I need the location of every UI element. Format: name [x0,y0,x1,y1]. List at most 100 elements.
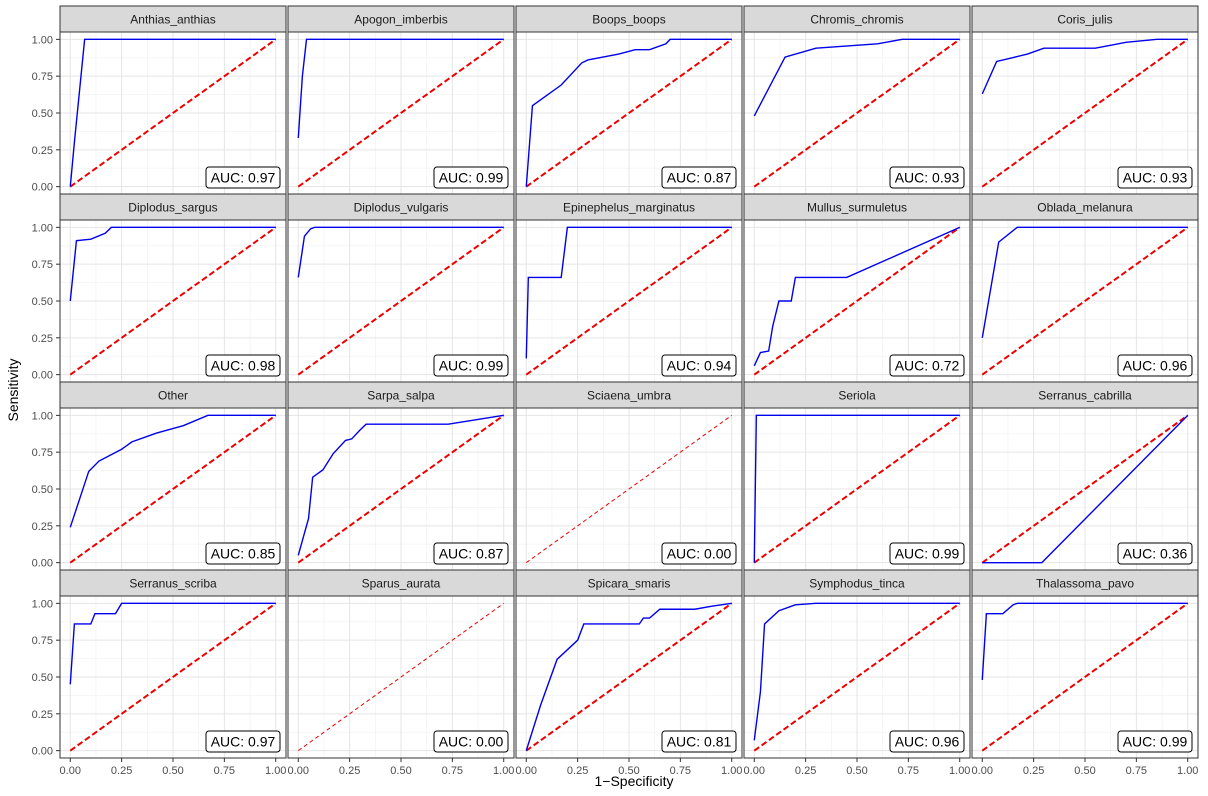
diagonal-reference-line [69,602,277,752]
auc-label-text: AUC: 0.98 [211,358,276,374]
auc-label-box [205,354,281,377]
auc-label-text: AUC: 0.99 [439,170,504,186]
auc-label: AUC: 0.98 [205,354,281,377]
roc-curve [69,602,276,685]
facet-diplodus-vulgaris: AUC: 0.99 Diplodus_vulgaris [287,193,515,383]
diagonal-reference-line [297,38,505,188]
facet-oblada-melanura: AUC: 0.96 Oblada_melanura [971,193,1199,383]
strip-title: Coris_julis [1057,13,1112,27]
auc-label-box [889,542,965,565]
strip-background [515,569,743,597]
x-tick-label: 1.00 [949,765,970,777]
diagonal-reference-line [981,38,1189,188]
auc-label: AUC: 0.99 [889,542,965,565]
y-tick-label: 0.50 [32,672,53,684]
strip-title: Thalassoma_pavo [1036,577,1134,591]
strip-title: Serranus_cabrilla [1038,389,1132,403]
auc-label-text: AUC: 0.00 [667,546,732,562]
facet-apogon-imberbis: AUC: 0.99 Apogon_imberbis [287,5,515,195]
facet-sciaena-umbra: AUC: 0.00 Sciaena_umbra [515,381,743,571]
facet-mullus-surmuletus: AUC: 0.72 Mullus_surmuletus [743,193,971,383]
auc-label-text: AUC: 0.99 [439,358,504,374]
auc-label-text: AUC: 0.99 [1123,734,1188,750]
facet-epinephelus-marginatus: AUC: 0.94 Epinephelus_marginatus [515,193,743,383]
roc-curve [753,414,960,563]
y-tick-label: 0.25 [32,145,53,157]
x-tick-label: 0.75 [898,765,919,777]
strip-background [287,5,515,33]
y-tick-label: 1.00 [32,34,53,46]
auc-label-text: AUC: 0.36 [1123,546,1188,562]
x-tick-label: 0.00 [516,765,537,777]
facet-boops-boops: AUC: 0.87 Boops_boops [515,5,743,195]
auc-label-text: AUC: 0.81 [667,734,732,750]
strip-background [59,193,287,221]
y-tick-label: 0.50 [32,108,53,120]
diagonal-reference-line [69,414,277,564]
auc-label: AUC: 0.99 [1117,730,1193,753]
auc-label-text: AUC: 0.87 [439,546,504,562]
facet-serranus-cabrilla: AUC: 0.36 Serranus_cabrilla [971,381,1199,571]
auc-label: AUC: 0.94 [661,354,737,377]
strip-background [971,569,1199,597]
y-tick-label: 0.75 [32,447,53,459]
diagonal-reference-line [525,414,733,564]
diagonal-reference-line [525,602,733,752]
auc-label-text: AUC: 0.94 [667,358,732,374]
facet-thalassoma-pavo: AUC: 0.99 Thalassoma_pavo 0.00 0.25 0.50 0.75… [971,569,1199,777]
strip-background [743,381,971,409]
auc-label: AUC: 0.81 [661,730,737,753]
auc-label-text: AUC: 0.96 [895,734,960,750]
roc-curve [297,38,504,139]
strip-title: Anthias_anthias [130,13,215,27]
x-tick-label: 0.50 [846,765,867,777]
auc-label-text: AUC: 0.85 [211,546,276,562]
strip-background [59,381,287,409]
auc-label-box [661,730,737,753]
roc-curve [981,38,1188,95]
auc-label-box [889,730,965,753]
auc-label: AUC: 0.93 [1117,166,1193,189]
auc-label-text: AUC: 0.97 [211,734,276,750]
auc-label-box [433,730,509,753]
y-tick-label: 0.75 [32,259,53,271]
strip-title: Apogon_imberbis [354,13,447,27]
auc-label-box [205,166,281,189]
strip-title: Spicara_smaris [588,577,671,591]
auc-label: AUC: 0.87 [433,542,509,565]
strip-title: Other [158,389,188,403]
diagonal-reference-line [69,226,277,376]
diagonal-reference-line [297,414,505,564]
roc-curve [525,602,732,751]
y-tick-label: 0.00 [32,746,53,758]
roc-curve [297,414,504,556]
auc-label-box [661,166,737,189]
diagonal-reference-line [297,602,505,752]
x-tick-label: 0.25 [795,765,816,777]
y-tick-label: 0.00 [32,558,53,570]
strip-background [971,381,1199,409]
x-tick-label: 0.75 [442,765,463,777]
y-tick-label: 1.00 [32,222,53,234]
strip-title: Sarpa_salpa [367,389,435,403]
roc-curve [69,38,276,187]
x-tick-label: 0.25 [111,765,132,777]
auc-label: AUC: 0.87 [661,166,737,189]
strip-background [743,193,971,221]
facet-spicara-smaris: AUC: 0.81 Spicara_smaris 0.00 0.25 0.50 0.75 1… [515,569,743,777]
y-tick-label: 0.75 [32,635,53,647]
auc-label-box [1117,730,1193,753]
diagonal-reference-line [753,38,961,188]
roc-curve [753,226,961,367]
diagonal-reference-line [525,38,733,188]
x-tick-label: 0.50 [390,765,411,777]
auc-label-box [433,354,509,377]
x-tick-label: 0.50 [162,765,183,777]
x-tick-label: 0.50 [1074,765,1095,777]
strip-background [743,5,971,33]
y-tick-label: 0.00 [32,370,53,382]
strip-background [287,569,515,597]
auc-label-box [205,542,281,565]
strip-title: Diplodus_sargus [128,201,217,215]
